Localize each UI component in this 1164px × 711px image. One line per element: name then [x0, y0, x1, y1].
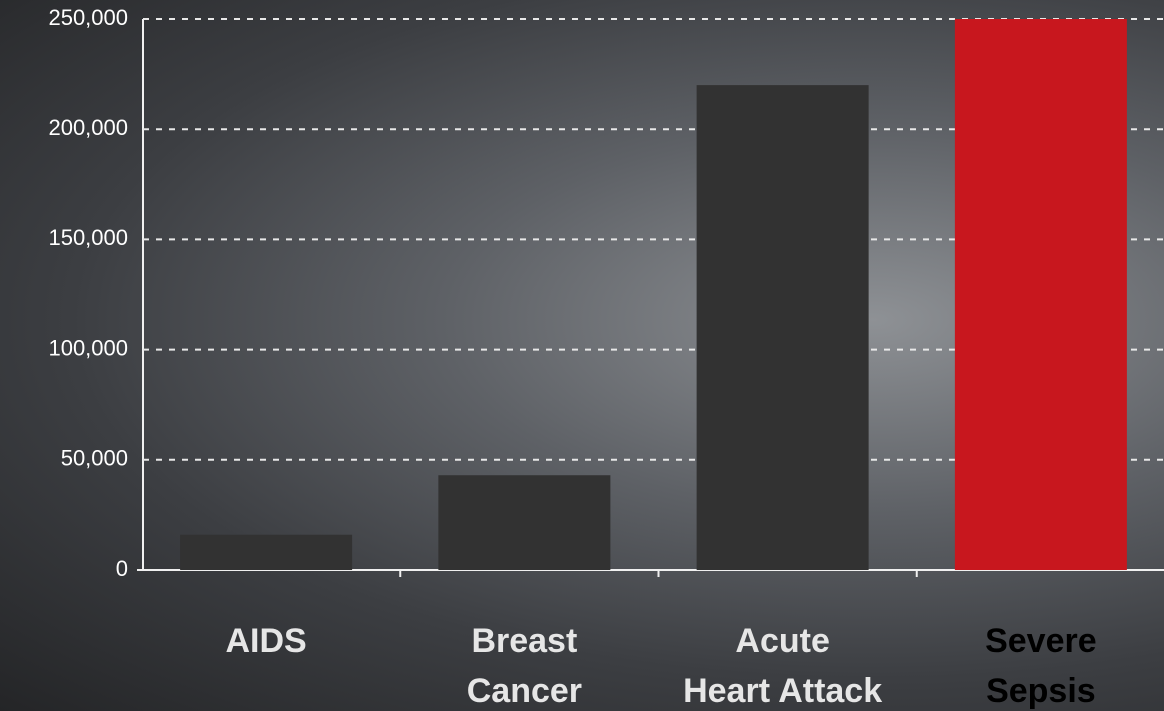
bar: [697, 85, 869, 570]
x-tick-label: Cancer: [467, 672, 582, 710]
chart: 0 50,000 100,000 150,000 200,000 250,000 AIDS B…: [0, 0, 1164, 711]
bar: [955, 19, 1127, 570]
y-tick-label: 250,000: [48, 5, 128, 30]
x-tick-label: AIDS: [226, 622, 307, 660]
x-tick-label: Breast: [471, 622, 577, 660]
y-tick-label: 100,000: [48, 335, 128, 360]
x-tick-label: Heart Attack: [683, 672, 882, 710]
y-tick-label: 150,000: [48, 225, 128, 250]
x-tick-label: Acute: [735, 622, 829, 660]
y-tick-label: 50,000: [61, 446, 128, 471]
y-tick-label: 0: [116, 556, 128, 581]
x-tick-label: Severe: [985, 622, 1097, 660]
bar: [180, 535, 352, 570]
x-tick-label: Sepsis: [986, 672, 1096, 710]
bar: [438, 475, 610, 570]
y-tick-label: 200,000: [48, 115, 128, 140]
